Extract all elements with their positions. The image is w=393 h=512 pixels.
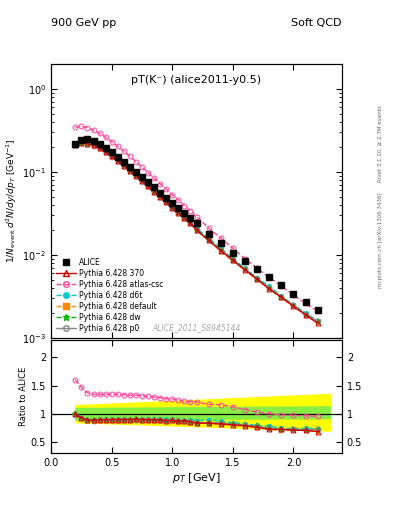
Text: Rivet 3.1.10, ≥ 2.7M events: Rivet 3.1.10, ≥ 2.7M events	[378, 105, 383, 182]
Y-axis label: $1/N_\mathsf{event}\,d^2N/dy/dp_T$ [GeV$^{-1}$]: $1/N_\mathsf{event}\,d^2N/dy/dp_T$ [GeV$…	[5, 139, 20, 263]
Text: Soft QCD: Soft QCD	[292, 18, 342, 28]
Text: ALICE_2011_S8945144: ALICE_2011_S8945144	[152, 324, 241, 332]
Y-axis label: Ratio to ALICE: Ratio to ALICE	[19, 367, 28, 426]
Text: pT(K⁻) (alice2011-y0.5): pT(K⁻) (alice2011-y0.5)	[131, 75, 262, 85]
X-axis label: $p_T$ [GeV]: $p_T$ [GeV]	[172, 471, 221, 485]
Legend: ALICE, Pythia 6.428 370, Pythia 6.428 atlas-csc, Pythia 6.428 d6t, Pythia 6.428 : ALICE, Pythia 6.428 370, Pythia 6.428 at…	[55, 257, 165, 334]
Text: 900 GeV pp: 900 GeV pp	[51, 18, 116, 28]
Text: mcplots.cern.ch [arXiv:1306.3436]: mcplots.cern.ch [arXiv:1306.3436]	[378, 193, 383, 288]
